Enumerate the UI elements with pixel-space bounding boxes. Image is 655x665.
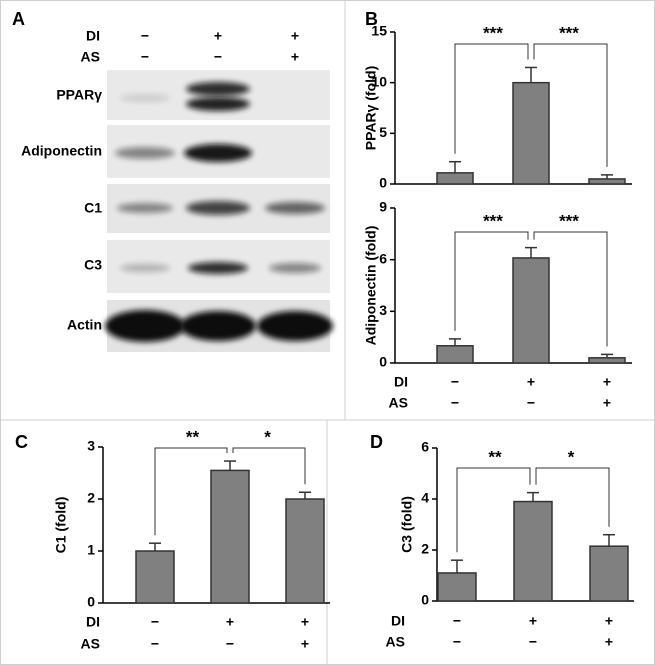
bar (135, 550, 175, 604)
condition-sign: − (214, 49, 222, 65)
blot-row-label: C3 (84, 257, 102, 273)
significance-bracket (454, 43, 529, 154)
significance-label: *** (559, 211, 579, 230)
panel-letter: A (12, 9, 25, 29)
condition-label: AS (386, 634, 405, 650)
condition-sign: − (453, 634, 461, 650)
bar (437, 572, 477, 602)
condition-sign: + (226, 614, 234, 630)
significance-bracket (232, 447, 306, 485)
y-tick-label: 10 (371, 73, 387, 89)
condition-sign: + (603, 395, 611, 411)
panel-letter: D (370, 432, 383, 452)
significance-label: *** (483, 23, 503, 42)
blot-row-label: PPARγ (56, 87, 102, 103)
condition-sign: + (603, 374, 611, 390)
condition-label: AS (81, 49, 100, 65)
condition-sign: + (529, 613, 537, 629)
bar (210, 469, 250, 604)
y-tick-label: 2 (87, 490, 95, 506)
condition-sign: − (527, 395, 535, 411)
bar (512, 257, 550, 364)
y-tick-label: 3 (87, 438, 95, 454)
significance-bracket (154, 447, 228, 536)
y-tick-label: 5 (379, 124, 387, 140)
significance-label: * (264, 427, 271, 446)
panel-letter: B (365, 9, 378, 29)
y-axis-label: Adiponectin (fold) (363, 226, 379, 346)
y-tick-label: 6 (379, 250, 387, 266)
significance-bracket (454, 231, 529, 331)
significance-bracket (456, 467, 531, 553)
bar (588, 357, 626, 364)
condition-sign: + (605, 613, 613, 629)
blot-strips (105, 70, 333, 352)
y-tick-label: 0 (379, 354, 387, 370)
condition-sign: − (151, 636, 159, 652)
y-tick-label: 0 (421, 592, 429, 608)
condition-sign: − (151, 614, 159, 630)
condition-sign: − (453, 613, 461, 629)
condition-sign: − (529, 634, 537, 650)
significance-label: *** (559, 23, 579, 42)
condition-label: DI (86, 614, 100, 630)
bar (589, 545, 629, 602)
y-axis-label: C3 (fold) (399, 496, 415, 553)
condition-sign: + (301, 614, 309, 630)
bar (588, 178, 626, 185)
condition-sign: − (226, 636, 234, 652)
significance-label: ** (186, 427, 200, 446)
y-tick-label: 0 (379, 175, 387, 191)
y-tick-label: 3 (379, 302, 387, 318)
significance-bracket (535, 467, 610, 527)
condition-label: DI (394, 374, 408, 390)
bar (285, 498, 325, 604)
y-tick-label: 1 (87, 542, 95, 558)
condition-sign: + (214, 28, 222, 44)
bar (513, 500, 553, 602)
condition-sign: − (141, 49, 149, 65)
y-tick-label: 4 (421, 490, 429, 506)
y-tick-label: 6 (421, 439, 429, 455)
bar (512, 81, 550, 185)
condition-label: AS (389, 395, 408, 411)
panel-letter: C (15, 432, 28, 452)
bar (436, 345, 474, 364)
y-axis-label: C1 (fold) (53, 497, 69, 554)
condition-sign: + (301, 636, 309, 652)
condition-sign: − (141, 28, 149, 44)
blot-row-label: C1 (84, 200, 102, 216)
blot-row-label: Adiponectin (21, 143, 102, 159)
condition-label: AS (81, 636, 100, 652)
condition-sign: + (527, 374, 535, 390)
y-axis-label: PPARγ (fold) (363, 66, 379, 151)
y-tick-label: 15 (371, 23, 387, 39)
condition-sign: − (451, 374, 459, 390)
y-tick-label: 9 (379, 199, 387, 215)
condition-label: DI (391, 613, 405, 629)
significance-label: *** (483, 211, 503, 230)
condition-label: DI (86, 28, 100, 44)
y-tick-label: 2 (421, 541, 429, 557)
y-tick-label: 0 (87, 594, 95, 610)
condition-sign: − (451, 395, 459, 411)
significance-bracket (533, 231, 608, 347)
condition-sign: + (605, 634, 613, 650)
significance-label: * (568, 447, 575, 466)
significance-bracket (533, 43, 608, 167)
condition-sign: + (291, 49, 299, 65)
significance-label: ** (488, 447, 502, 466)
blot-row-label: Actin (67, 317, 102, 333)
condition-sign: + (291, 28, 299, 44)
bar (436, 172, 474, 185)
